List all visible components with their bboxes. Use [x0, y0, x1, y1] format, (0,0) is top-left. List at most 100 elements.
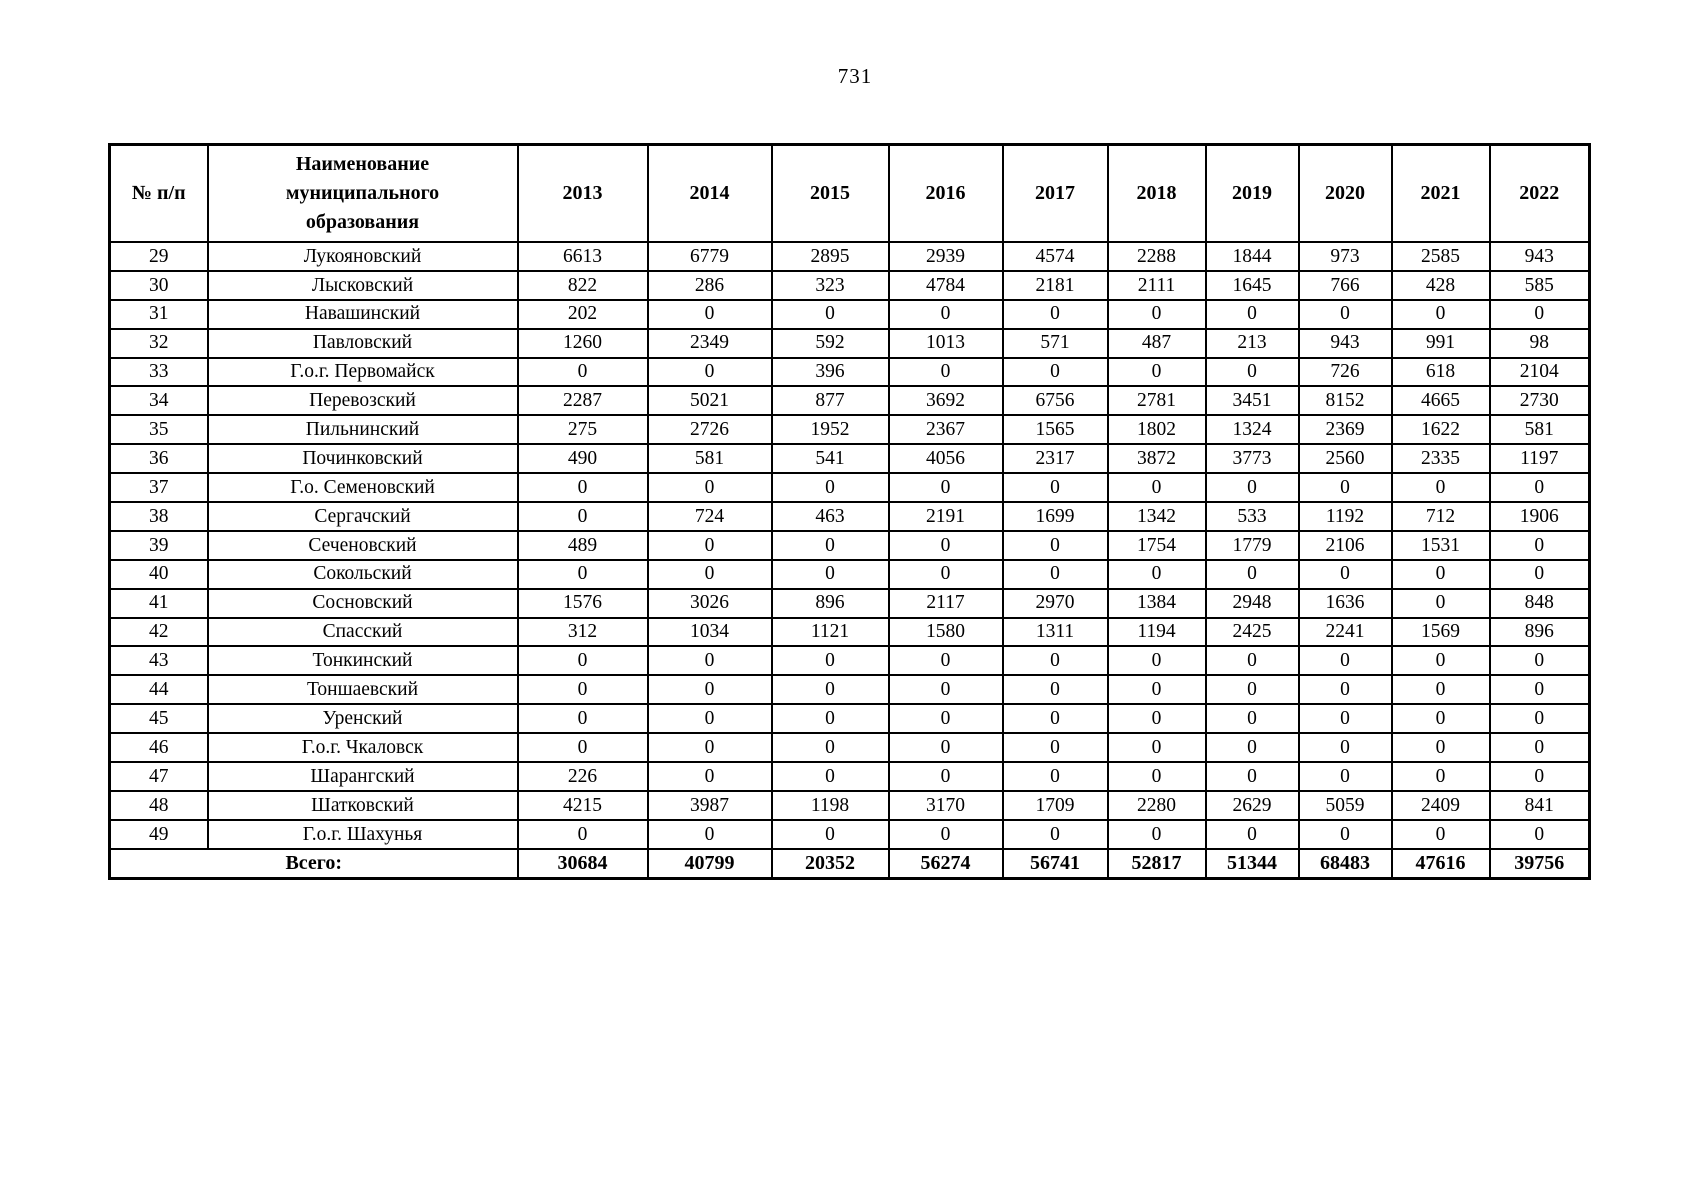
year-value: 1645	[1204, 269, 1300, 301]
year-value: 1013	[887, 327, 1004, 359]
table-row: 47 Шарангский 226 0 0 0 0 0 0 0 0 0	[108, 761, 1591, 792]
year-value: 2117	[887, 587, 1004, 619]
row-number: 34	[108, 385, 209, 417]
year-value: 896	[770, 587, 890, 619]
table-row: 39 Сеченовский 489 0 0 0 0 1754 1779 2106 1531 0	[108, 529, 1591, 561]
year-value: 2335	[1390, 443, 1491, 475]
year-value: 0	[1390, 674, 1491, 706]
row-number: 49	[108, 818, 209, 850]
year-value: 2181	[1001, 269, 1109, 301]
year-value: 463	[770, 501, 890, 532]
year-value: 0	[1297, 761, 1393, 792]
year-value: 0	[1297, 818, 1393, 850]
municipality-name: Павловский	[206, 327, 519, 359]
municipality-name: Тонкинский	[206, 645, 519, 677]
year-value: 0	[770, 703, 890, 735]
year-value: 0	[1106, 761, 1207, 792]
year-value: 0	[1001, 529, 1109, 561]
year-value: 1844	[1204, 241, 1300, 272]
year-value: 2369	[1297, 414, 1393, 446]
year-value: 0	[1390, 703, 1491, 735]
year-value: 943	[1488, 241, 1591, 272]
table-row: 38 Сергачский 0 724 463 2191 1699 1342 533 1192 71…	[108, 501, 1591, 532]
year-value: 0	[1001, 645, 1109, 677]
year-value: 571	[1001, 327, 1109, 359]
total-value: 52817	[1106, 847, 1207, 880]
table-row: 44 Тоншаевский 0 0 0 0 0 0 0 0 0 0	[108, 674, 1591, 706]
table-row: 34 Перевозский 2287 5021 877 3692 6756 2781 3451…	[108, 385, 1591, 417]
row-number: 29	[108, 241, 209, 272]
year-value: 0	[516, 501, 649, 532]
year-value: 3692	[887, 385, 1004, 417]
year-value: 312	[516, 616, 649, 648]
year-value: 541	[770, 443, 890, 475]
year-value: 2730	[1488, 385, 1591, 417]
year-value: 1754	[1106, 529, 1207, 561]
year-value: 1779	[1204, 529, 1300, 561]
total-value: 20352	[770, 847, 890, 880]
year-value: 0	[887, 356, 1004, 388]
year-value: 5059	[1297, 789, 1393, 821]
year-value: 896	[1488, 616, 1591, 648]
year-value: 0	[516, 645, 649, 677]
total-row: Всего: 30684 40799 20352 56274 56741 52817 5134…	[108, 847, 1591, 880]
year-value: 4784	[887, 269, 1004, 301]
year-value: 4215	[516, 789, 649, 821]
year-value: 0	[1204, 732, 1300, 764]
year-value: 0	[1297, 674, 1393, 706]
row-number: 35	[108, 414, 209, 446]
municipality-name: Лукояновский	[206, 241, 519, 272]
table-row: 35 Пильнинский 275 2726 1952 2367 1565 1802 1324…	[108, 414, 1591, 446]
table-row: 46 Г.о.г. Чкаловск 0 0 0 0 0 0 0 0 0 0	[108, 732, 1591, 764]
total-value: 56741	[1001, 847, 1109, 880]
year-value: 0	[1488, 703, 1591, 735]
year-value: 0	[1204, 356, 1300, 388]
year-value: 6613	[516, 241, 649, 272]
year-value: 323	[770, 269, 890, 301]
year-value: 0	[516, 356, 649, 388]
row-number: 40	[108, 558, 209, 590]
year-value: 0	[1488, 674, 1591, 706]
year-value: 0	[1001, 732, 1109, 764]
municipality-name: Г.о. Семеновский	[206, 472, 519, 504]
column-header-year: 2014	[646, 143, 773, 243]
year-value: 1906	[1488, 501, 1591, 532]
year-value: 396	[770, 356, 890, 388]
row-number: 32	[108, 327, 209, 359]
year-value: 213	[1204, 327, 1300, 359]
year-value: 3773	[1204, 443, 1300, 475]
year-value: 0	[1390, 732, 1491, 764]
municipality-name: Сергачский	[206, 501, 519, 532]
municipality-name: Перевозский	[206, 385, 519, 417]
table-row: 48 Шатковский 4215 3987 1198 3170 1709 2280 2629…	[108, 789, 1591, 821]
table-row: 42 Спасский 312 1034 1121 1580 1311 1194 2425 224…	[108, 616, 1591, 648]
total-value: 39756	[1488, 847, 1591, 880]
year-value: 2629	[1204, 789, 1300, 821]
municipality-name: Сосновский	[206, 587, 519, 619]
year-value: 2939	[887, 241, 1004, 272]
year-value: 0	[646, 558, 773, 590]
year-value: 1531	[1390, 529, 1491, 561]
year-value: 0	[770, 674, 890, 706]
year-value: 0	[1390, 558, 1491, 590]
year-value: 1121	[770, 616, 890, 648]
municipality-name: Спасский	[206, 616, 519, 648]
year-value: 6756	[1001, 385, 1109, 417]
year-value: 0	[516, 818, 649, 850]
year-value: 0	[1001, 674, 1109, 706]
year-value: 0	[1001, 761, 1109, 792]
year-value: 0	[1488, 645, 1591, 677]
year-value: 0	[1204, 645, 1300, 677]
year-value: 618	[1390, 356, 1491, 388]
year-value: 1194	[1106, 616, 1207, 648]
year-value: 1192	[1297, 501, 1393, 532]
year-value: 0	[770, 645, 890, 677]
year-value: 0	[1001, 298, 1109, 330]
year-value: 0	[516, 472, 649, 504]
table-row: 36 Починковский 490 581 541 4056 2317 3872 3773 2…	[108, 443, 1591, 475]
year-value: 0	[1488, 472, 1591, 504]
year-value: 0	[887, 529, 1004, 561]
year-value: 3987	[646, 789, 773, 821]
year-value: 275	[516, 414, 649, 446]
total-value: 56274	[887, 847, 1004, 880]
